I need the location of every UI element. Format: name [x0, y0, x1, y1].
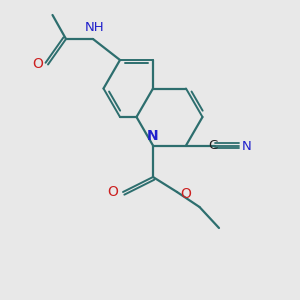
Text: NH: NH	[85, 21, 104, 34]
Text: C: C	[208, 139, 217, 152]
Text: N: N	[242, 140, 252, 153]
Text: O: O	[33, 58, 44, 71]
Text: N: N	[147, 129, 158, 143]
Text: O: O	[108, 185, 118, 199]
Text: O: O	[181, 187, 191, 200]
